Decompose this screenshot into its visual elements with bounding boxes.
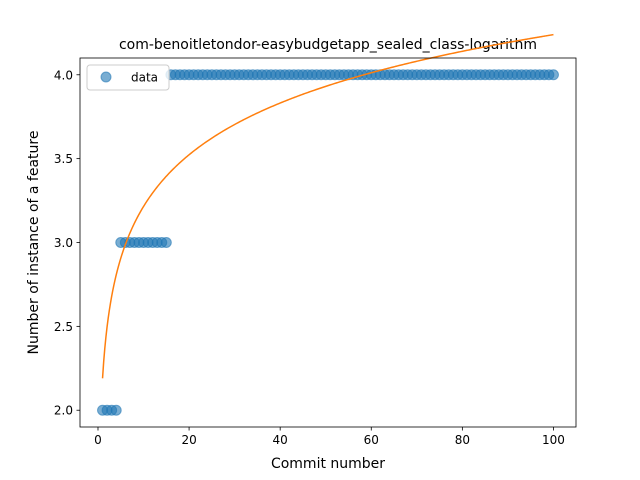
legend: data [86, 64, 170, 91]
x-tick-label: 80 [455, 433, 470, 447]
legend-label-data: data [131, 71, 158, 85]
plot-area [97, 33, 559, 416]
chart-title: com-benoitletondor-easybudgetapp_sealed_… [119, 37, 537, 53]
data-point [160, 237, 172, 248]
x-tick-label: 20 [181, 433, 196, 447]
x-tick-label: 100 [542, 433, 565, 447]
data-point [110, 404, 122, 416]
x-axis-label: Commit number [271, 456, 385, 472]
data-point [547, 69, 559, 81]
x-axis-ticks: 0 20 40 60 80 100 [94, 427, 565, 447]
x-tick-label: 60 [364, 433, 379, 447]
y-axis-label: Number of instance of a feature [26, 131, 42, 355]
y-tick-label: 3.0 [54, 236, 73, 250]
y-tick-label: 2.0 [54, 404, 73, 418]
legend-marker-data [100, 71, 112, 83]
legend-box [86, 64, 170, 91]
y-tick-label: 2.5 [54, 320, 73, 334]
y-tick-label: 3.5 [54, 152, 73, 166]
x-tick-label: 0 [94, 433, 102, 447]
y-tick-label: 4.0 [54, 68, 73, 82]
fit-line [101, 33, 554, 379]
x-tick-label: 40 [273, 433, 288, 447]
y-axis-ticks: 2.0 2.5 3.0 3.5 4.0 [54, 68, 80, 418]
